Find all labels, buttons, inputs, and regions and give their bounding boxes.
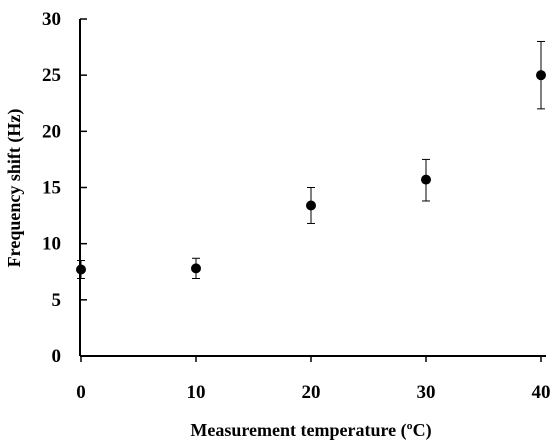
data-point [76, 264, 86, 275]
data-point-group [306, 187, 316, 224]
x-tick-label: 0 [76, 382, 86, 403]
data-point [421, 174, 431, 185]
x-tick-label: 30 [417, 382, 436, 403]
data-points [76, 40, 546, 279]
data-point [536, 70, 546, 81]
y-tick-label: 10 [42, 234, 61, 255]
data-point-group [536, 40, 546, 110]
data-point [306, 200, 316, 211]
y-axis-title: Frequency shift (Hz) [4, 109, 25, 268]
y-tick-label: 15 [42, 178, 61, 199]
y-tick-label: 5 [52, 290, 62, 311]
data-point-group [191, 257, 201, 279]
y-tick-label: 20 [42, 121, 61, 142]
data-point [191, 263, 201, 274]
x-tick-label: 10 [187, 382, 206, 403]
y-axis-ticks: 0 5 10 15 20 25 30 [42, 9, 87, 367]
data-point-group [76, 260, 86, 279]
y-tick-label: 30 [42, 9, 61, 30]
y-tick-label: 25 [42, 65, 61, 86]
x-axis-title: Measurement temperature (ºC) [190, 420, 431, 441]
data-point-group [421, 158, 431, 202]
y-tick-label: 0 [52, 346, 62, 367]
x-axis-ticks: 0 10 20 30 40 [76, 356, 551, 403]
x-tick-label: 40 [532, 382, 551, 403]
x-tick-label: 20 [302, 382, 321, 403]
